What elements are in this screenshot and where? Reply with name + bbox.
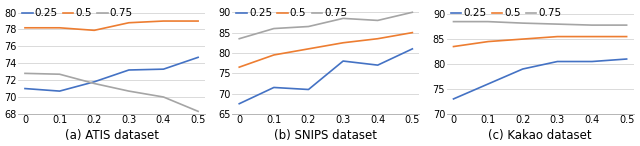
Legend: 0.25, 0.5, 0.75: 0.25, 0.5, 0.75 bbox=[20, 6, 135, 20]
Legend: 0.25, 0.5, 0.75: 0.25, 0.5, 0.75 bbox=[234, 6, 349, 20]
Legend: 0.25, 0.5, 0.75: 0.25, 0.5, 0.75 bbox=[449, 6, 563, 20]
X-axis label: (b) SNIPS dataset: (b) SNIPS dataset bbox=[275, 130, 378, 142]
X-axis label: (c) Kakao dataset: (c) Kakao dataset bbox=[488, 130, 592, 142]
X-axis label: (a) ATIS dataset: (a) ATIS dataset bbox=[65, 130, 159, 142]
